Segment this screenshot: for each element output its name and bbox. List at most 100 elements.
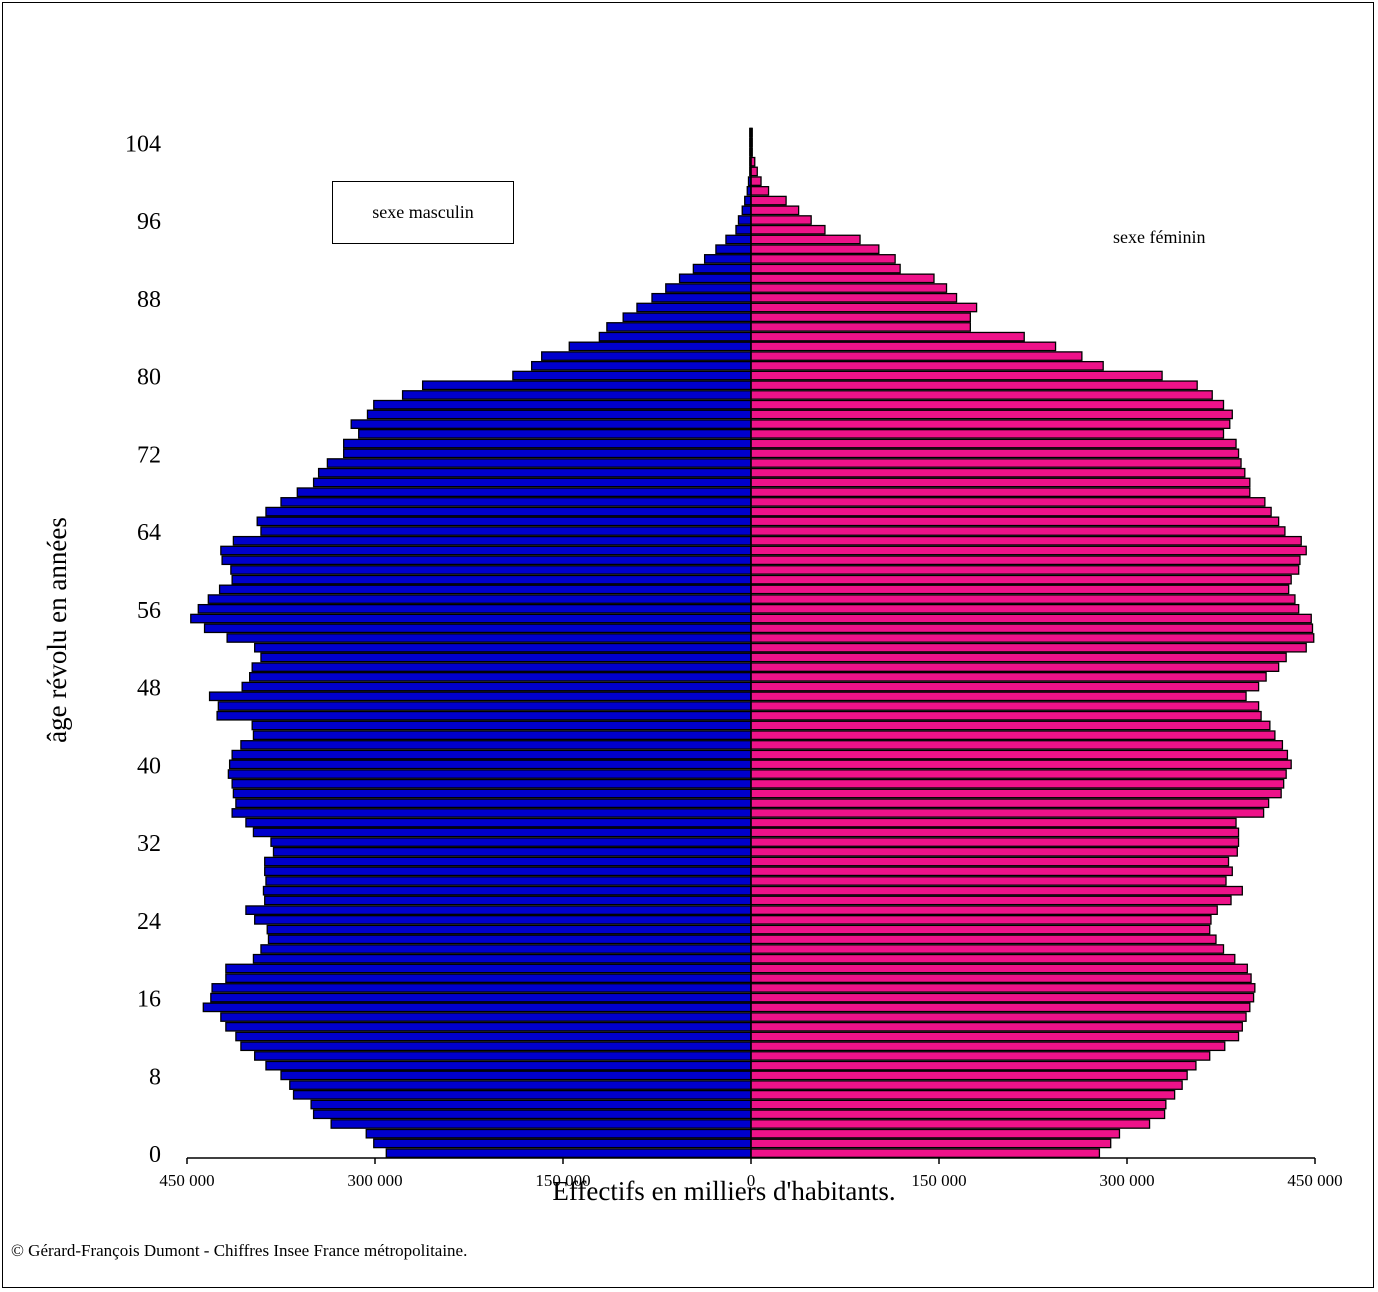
bar-female-age-75: [750, 419, 1231, 429]
bar-male-age-58: [218, 584, 752, 595]
bar-female-age-21: [750, 944, 1225, 954]
bar-female-age-101: [750, 166, 758, 177]
bar-female-age-83: [750, 341, 1057, 352]
bar-male-age-7: [289, 1080, 752, 1090]
bar-female-age-96: [750, 215, 812, 225]
legend-male-label: sexe masculin: [372, 202, 474, 222]
bar-male-age-96: [737, 215, 752, 225]
bar-male-age-56: [197, 603, 752, 614]
bar-male-age-68: [296, 487, 752, 498]
bar-male-age-71: [326, 458, 752, 468]
bar-male-age-54: [203, 623, 752, 634]
bar-male-age-4: [312, 1109, 752, 1120]
bar-male-age-87: [636, 302, 752, 313]
bar-female-age-44: [750, 720, 1271, 731]
bar-female-age-66: [750, 506, 1272, 517]
bar-male-age-70: [317, 467, 752, 478]
bar-female-age-92: [750, 254, 896, 264]
bar-male-age-47: [208, 691, 752, 702]
bar-female-age-79: [750, 380, 1198, 391]
bar-female-age-33: [750, 827, 1240, 838]
bar-female-age-3: [750, 1119, 1151, 1129]
bar-male-age-92: [703, 254, 752, 264]
bar-female-age-2: [750, 1128, 1121, 1139]
bar-female-age-43: [750, 730, 1276, 741]
bar-male-age-53: [226, 633, 752, 643]
bar-male-age-3: [330, 1119, 752, 1129]
bar-male-age-8: [280, 1070, 752, 1081]
bar-female-age-100: [750, 176, 762, 186]
bar-female-age-55: [750, 613, 1312, 624]
bar-female-age-14: [750, 1012, 1247, 1022]
bar-female-age-58: [750, 584, 1290, 595]
bar-male-age-11: [240, 1041, 752, 1052]
bar-female-age-8: [750, 1070, 1188, 1081]
y-tick-label: 104: [125, 131, 161, 157]
bar-female-age-76: [750, 409, 1233, 420]
bar-male-age-18: [225, 973, 752, 984]
bar-female-age-49: [750, 672, 1267, 682]
y-tick-label: 8: [149, 1064, 161, 1090]
bar-male-age-88: [651, 292, 752, 303]
bar-female-age-68: [750, 487, 1251, 498]
bar-female-age-62: [750, 545, 1307, 556]
bar-male-age-52: [254, 642, 752, 653]
bar-female-age-12: [750, 1031, 1240, 1042]
bar-female-age-18: [750, 973, 1252, 984]
bar-male-age-1: [373, 1138, 752, 1149]
legend-female-label: sexe féminin: [1113, 227, 1206, 247]
bar-male-age-21: [260, 944, 752, 954]
y-tick-label: 40: [137, 753, 161, 779]
bar-female-age-30: [750, 856, 1230, 867]
bar-female-age-6: [750, 1089, 1176, 1100]
bar-female-age-19: [750, 963, 1248, 974]
bar-female-age-98: [750, 195, 787, 206]
bar-male-age-94: [725, 234, 752, 245]
bar-female-age-17: [750, 983, 1256, 993]
bar-male-age-77: [373, 399, 752, 410]
y-tick-label: 88: [137, 287, 161, 313]
bar-female-age-78: [750, 390, 1213, 400]
bar-male-age-0: [385, 1148, 752, 1158]
bar-male-age-37: [232, 788, 752, 799]
bar-male-age-74: [358, 429, 752, 439]
bar-female-age-27: [750, 885, 1243, 896]
bar-female-age-59: [750, 574, 1292, 585]
female-bars: [750, 127, 1315, 1158]
bar-female-age-13: [750, 1021, 1243, 1032]
x-axis-title: Effectifs en milliers d'habitants.: [552, 1176, 895, 1206]
bar-female-age-15: [750, 1002, 1251, 1013]
bar-male-age-19: [225, 963, 752, 974]
bar-male-age-31: [272, 846, 752, 857]
bar-female-age-64: [750, 526, 1286, 536]
bar-male-age-90: [678, 273, 752, 284]
bar-female-age-71: [750, 458, 1242, 468]
bar-male-age-13: [225, 1021, 752, 1032]
bar-female-age-26: [750, 895, 1232, 906]
bar-male-age-39: [227, 769, 752, 779]
bar-female-age-90: [750, 273, 935, 284]
bar-male-age-72: [343, 448, 752, 459]
bar-female-age-9: [750, 1060, 1197, 1071]
bar-male-age-14: [220, 1012, 752, 1022]
bar-female-age-10: [750, 1051, 1211, 1061]
bar-male-age-81: [531, 360, 752, 371]
y-tick-label: 32: [137, 831, 161, 857]
bar-male-age-26: [264, 895, 752, 906]
bar-female-age-80: [750, 370, 1163, 381]
y-tick-label: 72: [137, 442, 161, 468]
bar-male-age-22: [267, 934, 752, 945]
bar-female-age-31: [750, 846, 1238, 857]
bar-female-age-25: [750, 905, 1218, 915]
bar-female-age-70: [750, 467, 1246, 478]
x-tick-label: 150 000: [911, 1171, 966, 1190]
bar-male-age-44: [251, 720, 752, 731]
bar-male-age-41: [231, 749, 752, 760]
x-tick-label: 450 000: [159, 1171, 214, 1190]
bar-male-age-35: [231, 808, 752, 818]
bar-male-age-73: [343, 438, 752, 449]
bar-male-age-63: [232, 535, 752, 546]
bar-male-age-46: [217, 701, 752, 711]
y-tick-label: 16: [137, 987, 161, 1013]
